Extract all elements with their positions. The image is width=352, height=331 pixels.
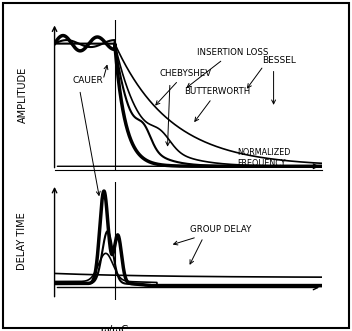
Text: ω/ωC: ω/ωC xyxy=(101,325,129,331)
Text: CAUER: CAUER xyxy=(73,75,104,85)
Text: NORMALIZED
FREQUENCY: NORMALIZED FREQUENCY xyxy=(237,148,290,168)
Text: CHEBYSHEV: CHEBYSHEV xyxy=(156,69,211,105)
Text: BUTTERWORTH: BUTTERWORTH xyxy=(184,87,250,121)
Text: AMPLITUDE: AMPLITUDE xyxy=(18,67,27,123)
Text: GROUP DELAY: GROUP DELAY xyxy=(174,225,251,245)
Text: INSERTION LOSS: INSERTION LOSS xyxy=(187,48,268,87)
Text: DELAY TIME: DELAY TIME xyxy=(18,212,27,270)
Text: BESSEL: BESSEL xyxy=(262,56,296,65)
